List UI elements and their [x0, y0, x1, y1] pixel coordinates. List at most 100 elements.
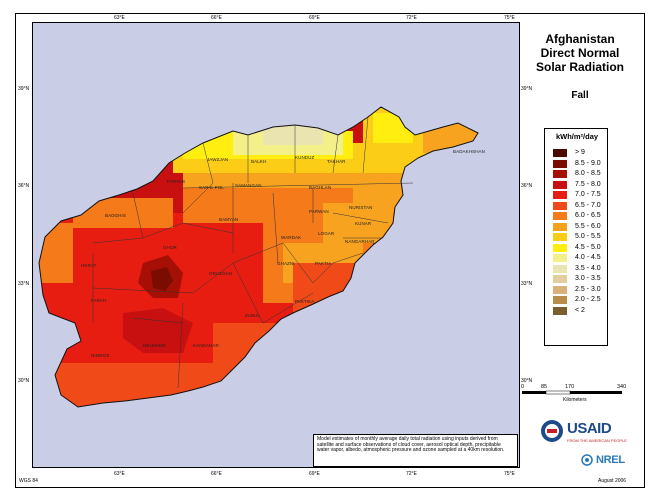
- province-boundaries: [92, 116, 414, 389]
- legend-label: 5.0 - 5.5: [575, 233, 601, 240]
- afghanistan-solar-map: [38, 106, 479, 408]
- legend-label: 4.0 - 4.5: [575, 254, 601, 261]
- legend: kWh/m²/day > 9 8.5 - 9.0 8.0 - 8.5 7.5 - 8.…: [544, 128, 608, 346]
- scale-tick-0: 0: [521, 384, 525, 390]
- label-ghazni: GHAZNI: [277, 261, 295, 266]
- legend-swatch: [553, 254, 567, 262]
- legend-label: 7.5 - 8.0: [575, 180, 601, 188]
- map-frame: [15, 13, 645, 488]
- legend-swatch: [553, 201, 567, 210]
- legend-label: 3.5 - 4.0: [575, 264, 601, 272]
- label-badakhshan: BADAKHSHAN: [453, 149, 486, 154]
- nrel-sun-icon: [581, 454, 593, 466]
- legend-swatch: [553, 243, 567, 252]
- season-label: Fall: [571, 90, 589, 101]
- tick-left-36: 36°N: [18, 183, 30, 189]
- nrel-wordmark: NREL: [596, 454, 625, 466]
- tick-top-63: 63°E: [114, 15, 125, 21]
- tick-right-30: 30°N: [521, 378, 533, 384]
- tick-bottom-75: 75°E: [504, 471, 515, 477]
- label-sar-e-pol: SAR-E POL: [199, 185, 224, 190]
- label-kandahar: KANDAHAR: [193, 343, 219, 348]
- datum-label: WGS 84: [19, 478, 38, 484]
- legend-swatch: [553, 222, 567, 231]
- tick-left-33: 33°N: [18, 281, 30, 287]
- label-nangarhar: NANGARHAR: [345, 239, 375, 244]
- legend-swatch: [553, 159, 567, 168]
- map-title: Afghanistan Direct Normal Solar Radiatio…: [521, 32, 639, 74]
- label-baghlan: BAGHLAN: [309, 185, 332, 190]
- tick-top-72: 72°E: [406, 15, 417, 21]
- tick-right-39: 39°N: [521, 86, 533, 92]
- label-nimroz: NIMROZ: [91, 353, 110, 358]
- legend-swatch: [553, 212, 567, 220]
- legend-label: 5.5 - 6.0: [575, 222, 601, 230]
- date-label: August 2006: [598, 478, 627, 484]
- tick-bottom-66: 66°E: [211, 471, 222, 477]
- usaid-seal-icon: [541, 420, 563, 442]
- title-line-2: Direct Normal: [540, 46, 620, 60]
- label-oruzgan: ORUZGAN: [209, 271, 233, 276]
- label-kunar: KUNAR: [355, 221, 372, 226]
- legend-unit: kWh/m²/day: [555, 132, 599, 141]
- legend-label: 4.5 - 5.0: [575, 243, 601, 251]
- tick-left-39: 39°N: [18, 86, 30, 92]
- legend-swatch: [553, 170, 567, 178]
- legend-swatch: [553, 191, 567, 199]
- tick-top-75: 75°E: [504, 15, 515, 21]
- label-logar: LOGAR: [318, 231, 335, 236]
- label-herat: HERAT: [81, 263, 97, 268]
- label-balkh: BALKH: [251, 159, 267, 164]
- label-kunduz: KUNDUZ: [295, 155, 315, 160]
- legend-label: 6.5 - 7.0: [575, 201, 601, 209]
- tick-bottom-63: 63°E: [114, 471, 125, 477]
- tick-bottom-72: 72°E: [406, 471, 417, 477]
- label-helmand: HELMAND: [143, 343, 166, 348]
- title-line-1: Afghanistan: [545, 32, 615, 46]
- scale-tick-85: 85: [541, 384, 548, 390]
- scale-unit: Kilometers: [563, 397, 587, 403]
- legend-label: 7.0 - 7.5: [575, 191, 601, 198]
- label-badghis: BADGHIS: [105, 213, 126, 218]
- label-paktika: PAKTIKA: [295, 299, 315, 304]
- legend-label: 8.5 - 9.0: [575, 159, 601, 167]
- label-bamyan: BAMYAN: [219, 217, 239, 222]
- legend-swatch: [553, 275, 567, 283]
- usaid-tagline: FROM THE AMERICAN PEOPLE: [567, 438, 627, 443]
- legend-swatch: [553, 264, 567, 273]
- map-area[interactable]: JAWZJAN BALKH KUNDUZ TAKHAR BADAKHSHAN F…: [32, 22, 520, 468]
- tick-right-36: 36°N: [521, 183, 533, 189]
- methodology-note: Model estimates of monthly average daily…: [313, 434, 518, 467]
- nrel-logo: NREL: [580, 452, 630, 468]
- legend-swatch: [553, 180, 567, 189]
- legend-label: 6.0 - 6.5: [575, 212, 601, 219]
- scale-tick-170: 170: [565, 384, 575, 390]
- tick-top-69: 69°E: [309, 15, 320, 21]
- legend-label: 3.0 - 3.5: [575, 275, 601, 282]
- tick-bottom-69: 69°E: [309, 471, 320, 477]
- tick-top-66: 66°E: [211, 15, 222, 21]
- legend-label: > 9: [575, 149, 585, 156]
- legend-label: 8.0 - 8.5: [575, 170, 601, 177]
- usaid-logo: USAID FROM THE AMERICAN PEOPLE: [540, 418, 635, 446]
- label-faryab: FARYAB: [167, 179, 185, 184]
- legend-swatch: [553, 149, 567, 157]
- label-farah: FARAH: [91, 298, 107, 303]
- country-outline: [38, 106, 479, 408]
- usaid-wordmark: USAID: [567, 420, 612, 437]
- label-nuristan: NURISTAN: [349, 205, 373, 210]
- legend-label: 2.5 - 3.0: [575, 285, 601, 293]
- tick-left-30: 30°N: [18, 378, 30, 384]
- legend-swatch: [553, 306, 567, 315]
- label-ghor: GHOR: [163, 245, 177, 250]
- tick-right-33: 33°N: [521, 281, 533, 287]
- label-zabul: ZABUL: [245, 313, 261, 318]
- title-line-3: Solar Radiation: [535, 60, 624, 74]
- label-jawzjan: JAWZJAN: [207, 157, 229, 162]
- legend-swatch: [553, 233, 567, 241]
- label-wardak: WARDAK: [281, 235, 302, 240]
- label-takhar: TAKHAR: [327, 159, 346, 164]
- legend-label: < 2: [575, 306, 585, 314]
- label-parwan: PARWAN: [309, 209, 329, 214]
